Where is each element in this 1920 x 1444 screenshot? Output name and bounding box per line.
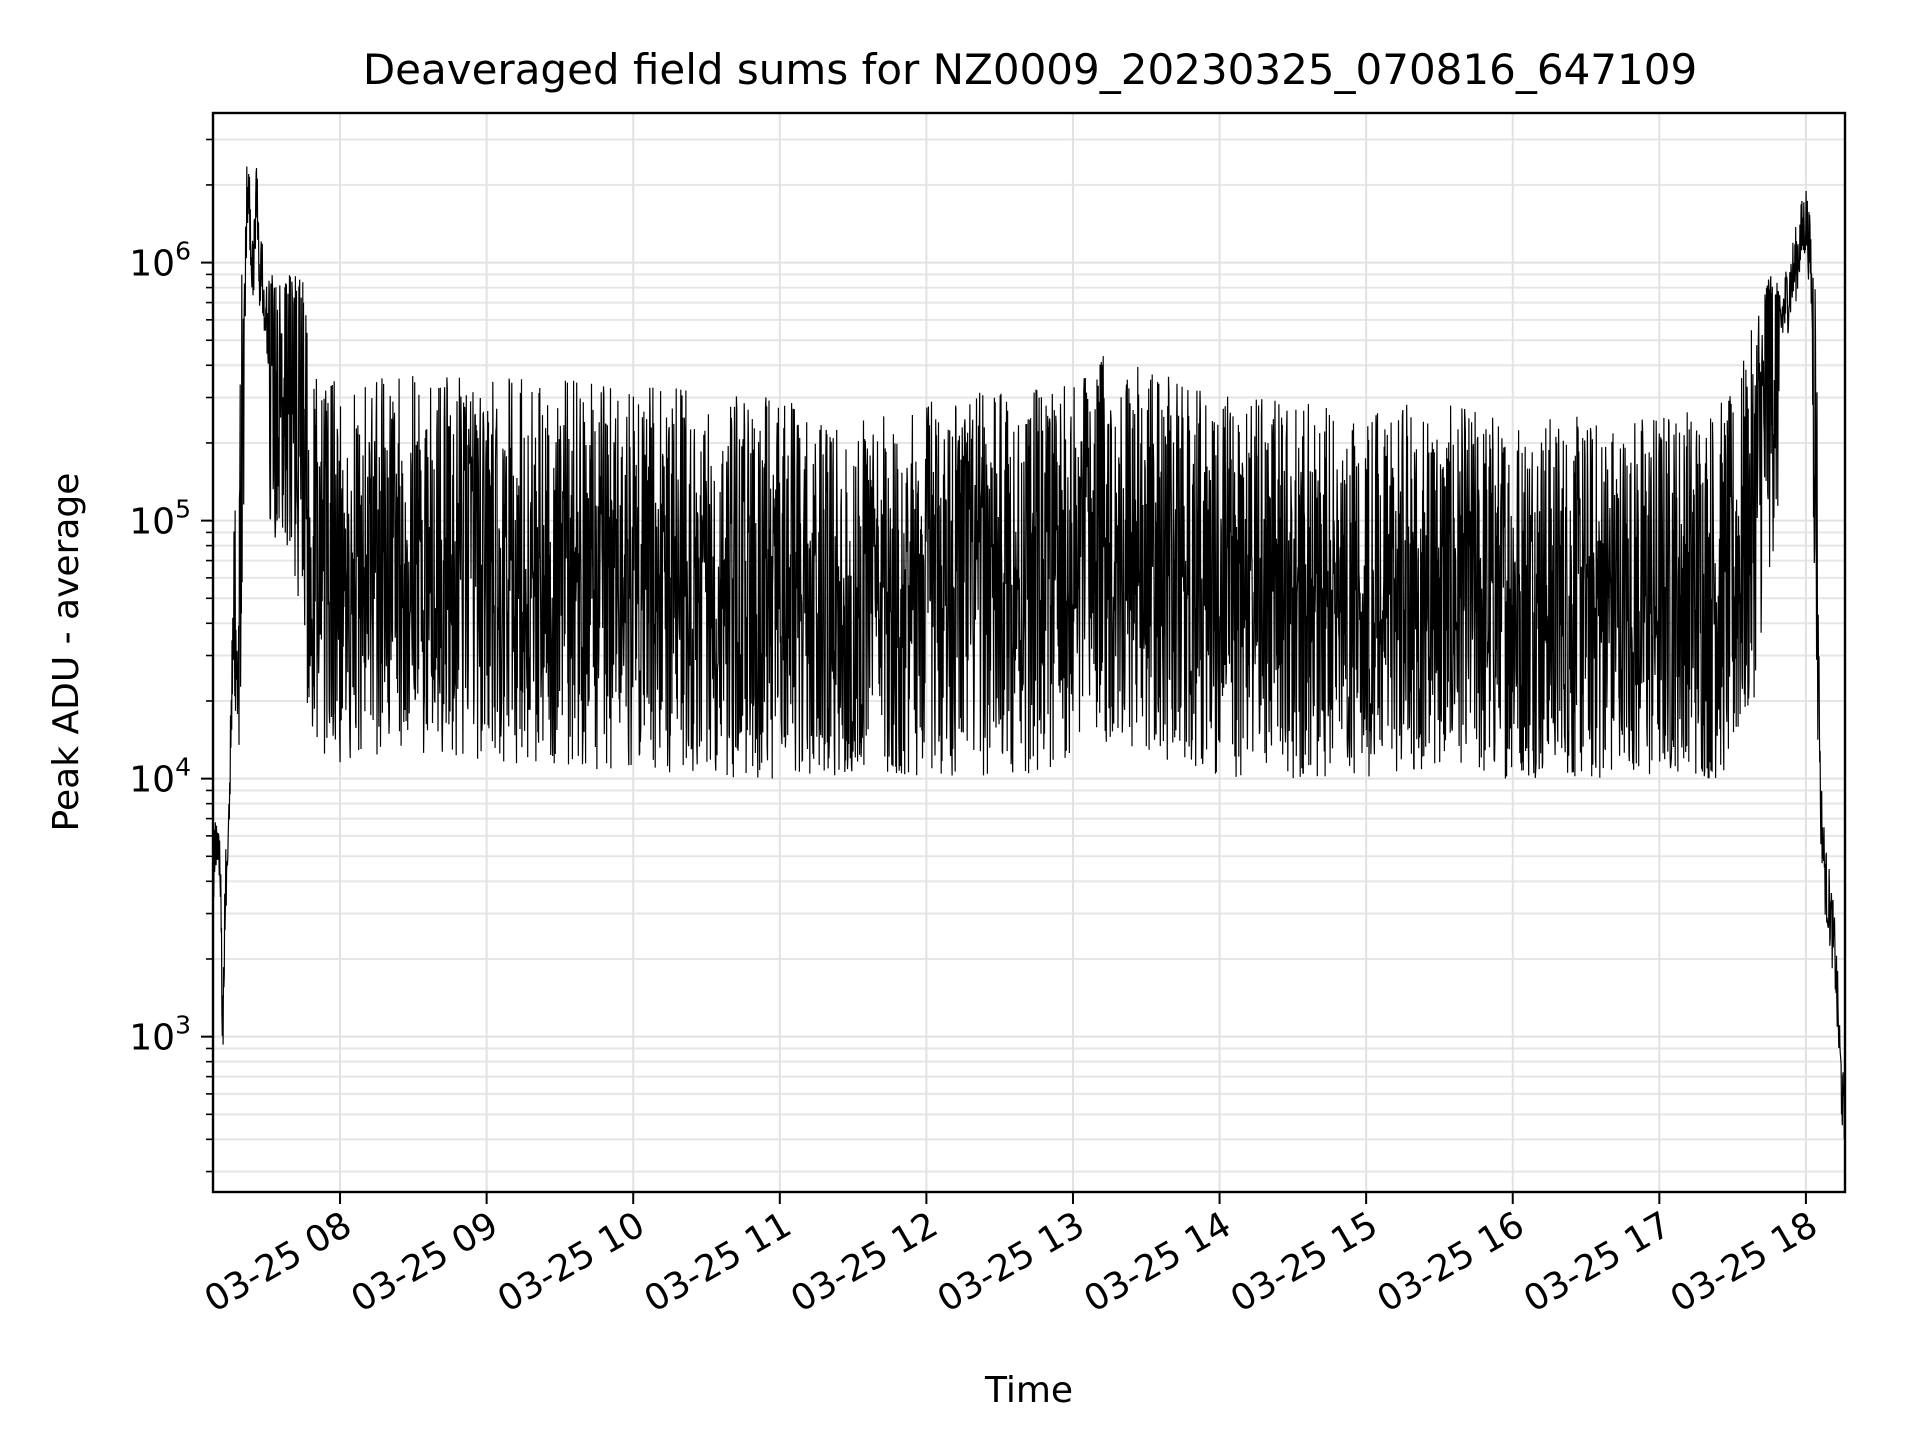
x-tick-label: 03-25 11 xyxy=(638,1204,799,1320)
x-tick-label: 03-25 18 xyxy=(1664,1204,1825,1320)
x-axis-label: Time xyxy=(984,1370,1073,1411)
x-tick-label: 03-25 13 xyxy=(931,1204,1092,1320)
y-tick-label: 104 xyxy=(129,753,191,801)
x-tick-label: 03-25 15 xyxy=(1224,1204,1385,1320)
y-tick-label: 105 xyxy=(129,495,191,543)
y-axis: 103 104 105 106 xyxy=(129,138,213,1173)
x-tick-label: 03-25 10 xyxy=(491,1204,652,1320)
x-tick-label: 03-25 08 xyxy=(198,1204,359,1320)
x-tick-label: 03-25 14 xyxy=(1077,1204,1238,1320)
x-tick-label: 03-25 12 xyxy=(784,1204,945,1320)
y-tick-label: 106 xyxy=(129,237,191,285)
grid-lines xyxy=(213,113,1845,1192)
axes-frame xyxy=(211,111,1847,1194)
x-tick-label: 03-25 17 xyxy=(1517,1204,1678,1320)
x-tick-label: 03-25 09 xyxy=(344,1204,505,1320)
plot-area xyxy=(212,166,1846,1153)
chart-title: Deaveraged field sums for NZ0009_2023032… xyxy=(363,45,1697,94)
x-tick-label: 03-25 16 xyxy=(1371,1204,1532,1320)
y-axis-label: Peak ADU - average xyxy=(46,473,87,832)
y-tick-label: 103 xyxy=(129,1011,191,1059)
data-series-line xyxy=(212,166,1846,1153)
